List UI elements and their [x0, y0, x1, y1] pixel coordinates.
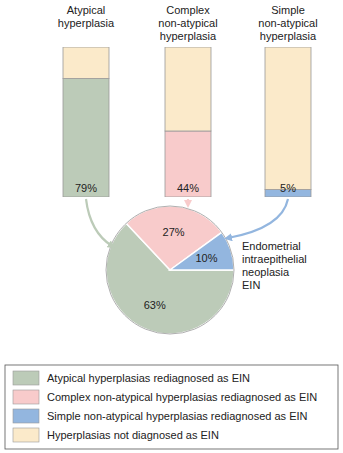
category-line: Atypical: [67, 4, 106, 16]
data-label: 5%: [280, 182, 296, 194]
annotation-line: Endometrial: [242, 240, 301, 252]
data-label: 44%: [177, 182, 199, 194]
bar-segment: [63, 47, 109, 79]
legend-label: Complex non-atypical hyperplasias rediag…: [47, 391, 317, 403]
bar-segment: [165, 47, 211, 131]
annotation-line: intraepithelial: [242, 253, 307, 265]
category-label: Simplenon-atypicalhyperplasia: [258, 4, 317, 42]
data-label: 79%: [75, 182, 97, 194]
category-line: non-atypical: [158, 17, 217, 29]
pie-labels: 63% 27% 10%: [144, 226, 218, 311]
category-line: non-atypical: [258, 17, 317, 29]
category-label: Atypicalhyperplasia: [58, 4, 115, 29]
legend: Atypical hyperplasias rediagnosed as EIN…: [5, 365, 338, 449]
pie-slice: [170, 232, 234, 270]
arrow: [187, 199, 189, 204]
slice-label: 27%: [163, 226, 185, 238]
legend-box: [5, 365, 338, 449]
legend-label: Atypical hyperplasias rediagnosed as EIN: [47, 372, 250, 384]
pie-slice: [126, 206, 222, 270]
category-line: Simple: [271, 4, 305, 16]
legend-label: Simple non-atypical hyperplasias rediagn…: [47, 410, 308, 422]
slice-label: 10%: [196, 252, 218, 264]
bar-segment: [63, 79, 109, 198]
legend-label: Hyperplasias not diagnosed as EIN: [47, 429, 219, 441]
legend-swatch: [13, 428, 39, 442]
bars: [63, 47, 311, 197]
bar-segment: [265, 47, 311, 190]
category-line: Complex: [166, 4, 210, 16]
legend-swatch: [13, 409, 39, 423]
category-line: hyperplasia: [260, 30, 317, 42]
arrow: [228, 199, 288, 238]
annotation-line: EIN: [242, 279, 260, 291]
pie: [106, 206, 234, 334]
slice-label: 63%: [144, 299, 166, 311]
bar-labels: 79% 44% 5%: [75, 182, 296, 194]
annotation-line: neoplasia: [242, 266, 290, 278]
category-line: hyperplasia: [58, 17, 115, 29]
chart: AtypicalhyperplasiaComplexnon-atypicalhy…: [0, 0, 343, 453]
legend-swatch: [13, 390, 39, 404]
arrow: [86, 199, 112, 246]
category-label: Complexnon-atypicalhyperplasia: [158, 4, 217, 42]
annotation: EndometrialintraepithelialneoplasiaEIN: [242, 240, 307, 291]
category-line: hyperplasia: [160, 30, 217, 42]
legend-swatch: [13, 371, 39, 385]
bar-segment: [165, 131, 211, 197]
pie-outline: [106, 206, 234, 334]
